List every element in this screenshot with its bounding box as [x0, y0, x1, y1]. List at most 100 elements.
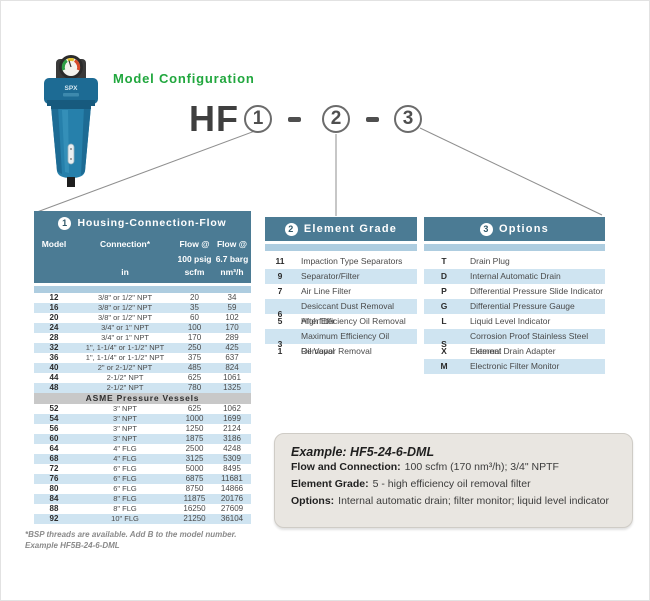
model-cell: 80 [49, 484, 59, 493]
example-flow-value: 100 scfm (170 nm³/h); 3/4" NPTF [404, 461, 559, 473]
pressure-gauge-icon [59, 55, 83, 79]
element-grade-title: Element Grade [303, 223, 398, 235]
brand-label: SPX [64, 85, 78, 92]
flow-nm3h-cell: 34 [227, 293, 237, 302]
model-cell: 52 [49, 404, 59, 413]
housing-table-row: 56 3" NPT 1250 2124 [34, 424, 251, 434]
flow-nm3h-cell: 824 [225, 363, 239, 372]
connection-cell: 3" NPT [113, 434, 137, 443]
grade-code-cell: 1 [277, 346, 283, 356]
connection-cell: 2" or 2-1/2" NPT [97, 363, 153, 372]
connection-cell: 2-1/2" NPT [106, 373, 144, 382]
filter-product-image: SPX [44, 55, 98, 187]
model-prefix: HF [189, 98, 239, 139]
connection-cell: 1", 1-1/4" or 1-1/2" NPT [85, 353, 165, 362]
flow-nm3h-cell: 4248 [223, 444, 241, 453]
flow-nm3h-cell: 5309 [223, 454, 241, 463]
header-accent-band [34, 286, 251, 293]
code-dash-icon [288, 117, 301, 122]
flow-nm3h-cell: 14866 [220, 484, 244, 493]
model-cell: 32 [49, 343, 59, 352]
code-position-1-circle: 1 [244, 105, 272, 133]
option-label-cell: Electronic Filter Monitor [470, 361, 560, 371]
model-cell: 20 [49, 313, 59, 322]
options-row: X External Drain Adapter [424, 344, 605, 359]
flow-scfm-cell: 8750 [185, 484, 204, 493]
options-row: S Corrosion Proof Stainless Steel Elemen… [424, 329, 605, 356]
element-grade-row: 6 Desiccant Dust Removal Afterfilter [265, 299, 417, 326]
option-code-cell: X [441, 346, 447, 356]
connection-cell: 10" FLG [111, 514, 139, 523]
grade-label-cell: Maximum Efficiency Oil Removal [301, 331, 390, 356]
housing-table-row: 44 2-1/2" NPT 625 1061 [34, 373, 251, 383]
flow-scfm-cell: 60 [190, 313, 199, 322]
grade-code-cell: 5 [277, 316, 283, 326]
flow-scfm-cell: 250 [187, 343, 202, 352]
housing-table-row: 40 2" or 2-1/2" NPT 485 824 [34, 363, 251, 373]
filter-head: SPX [44, 78, 98, 106]
grade-label-cell: Impaction Type Separators [301, 256, 403, 266]
connection-cell: 8" FLG [113, 504, 137, 513]
model-cell: 64 [49, 444, 59, 453]
number-1-badge-icon: 1 [58, 216, 72, 230]
model-cell: 24 [49, 323, 59, 332]
connection-cell: 8" FLG [113, 494, 137, 503]
number-2-badge-icon: 2 [284, 222, 298, 236]
connection-cell: 6" FLG [113, 474, 137, 483]
connection-cell: 3/8" or 1/2" NPT [97, 303, 153, 312]
housing-table-row: 72 6" FLG 5000 8495 [34, 464, 251, 474]
model-cell: 76 [49, 474, 59, 483]
flow-nm3h-cell: 8495 [223, 464, 241, 473]
flow-scfm-cell: 625 [187, 373, 202, 382]
code-dash-icon [366, 117, 379, 122]
connection-cell: 6" FLG [113, 484, 137, 493]
option-label-cell: Corrosion Proof Stainless Steel Element [470, 331, 589, 356]
element-grade-row: 11 Impaction Type Separators [265, 254, 417, 269]
connection-cell: 3" NPT [113, 404, 137, 413]
options-row: P Differential Pressure Slide Indicator [424, 284, 605, 299]
flow-scfm-cell: 375 [187, 353, 202, 362]
option-label-cell: External Drain Adapter [470, 346, 556, 356]
housing-table-row: 36 1", 1-1/4" or 1-1/2" NPT 375 637 [34, 353, 251, 363]
options-title: Options [499, 223, 549, 235]
housing-table-row: 32 1", 1-1/4" or 1-1/2" NPT 250 425 [34, 343, 251, 353]
flow-scfm-cell: 1250 [185, 424, 204, 433]
flow-nm3h-cell: 59 [227, 303, 237, 312]
example-options-label: Options: [291, 495, 335, 507]
flow-nm3h-cell: 1061 [223, 373, 241, 382]
filter-bowl [51, 106, 91, 187]
option-label-cell: Differential Pressure Slide Indicator [470, 286, 604, 296]
option-code-cell: P [441, 286, 447, 296]
flow-nm3h-cell: 1699 [223, 414, 241, 423]
model-cell: 84 [49, 494, 59, 503]
housing-table-row: 54 3" NPT 1000 1699 [34, 414, 251, 424]
housing-table-row: 64 4" FLG 2500 4248 [34, 444, 251, 454]
element-grade-header: 2 Element Grade [265, 217, 417, 241]
example-grade-label: Element Grade: [291, 478, 369, 490]
housing-table-row: 48 2-1/2" NPT 780 1325 [34, 383, 251, 393]
housing-table-row: 20 3/8" or 1/2" NPT 60 102 [34, 313, 251, 323]
page-title: Model Configuration [113, 71, 255, 86]
flow-scfm-cell: 1875 [185, 434, 204, 443]
option-label-cell: Differential Pressure Gauge [470, 301, 575, 311]
example-flow-line: Flow and Connection: 100 scfm (170 nm³/h)… [291, 459, 616, 476]
housing-table-row: 60 3" NPT 1875 3186 [34, 434, 251, 444]
element-grade-row: 9 Separator/Filter [265, 269, 417, 284]
flow-scfm-cell: 100 [187, 323, 202, 332]
element-grade-table: 2 Element Grade 11 Impaction Type Separa… [265, 217, 417, 359]
model-cell: 40 [49, 363, 59, 372]
flow-nm3h-cell: 3186 [223, 434, 241, 443]
example-grade-line: Element Grade: 5 - high efficiency oil re… [291, 476, 616, 493]
flow-scfm-cell: 625 [187, 404, 202, 413]
option-code-cell: T [441, 256, 447, 266]
footnote-line-1: *BSP threads are available. Add B to the… [25, 530, 237, 539]
element-grade-rows: 11 Impaction Type Separators 9 Separator… [265, 254, 417, 359]
model-cell: 36 [49, 353, 59, 362]
housing-table-row: 16 3/8" or 1/2" NPT 35 59 [34, 303, 251, 313]
flow-scfm-cell: 2500 [185, 444, 204, 453]
option-label-cell: Liquid Level Indicator [470, 316, 551, 326]
flow-nm3h-cell: 2124 [223, 424, 241, 433]
footnote-line-2: Example HF5B-24-6-DML [25, 541, 120, 550]
options-header: 3 Options [424, 217, 605, 241]
flow-scfm-cell: 11875 [183, 494, 206, 503]
